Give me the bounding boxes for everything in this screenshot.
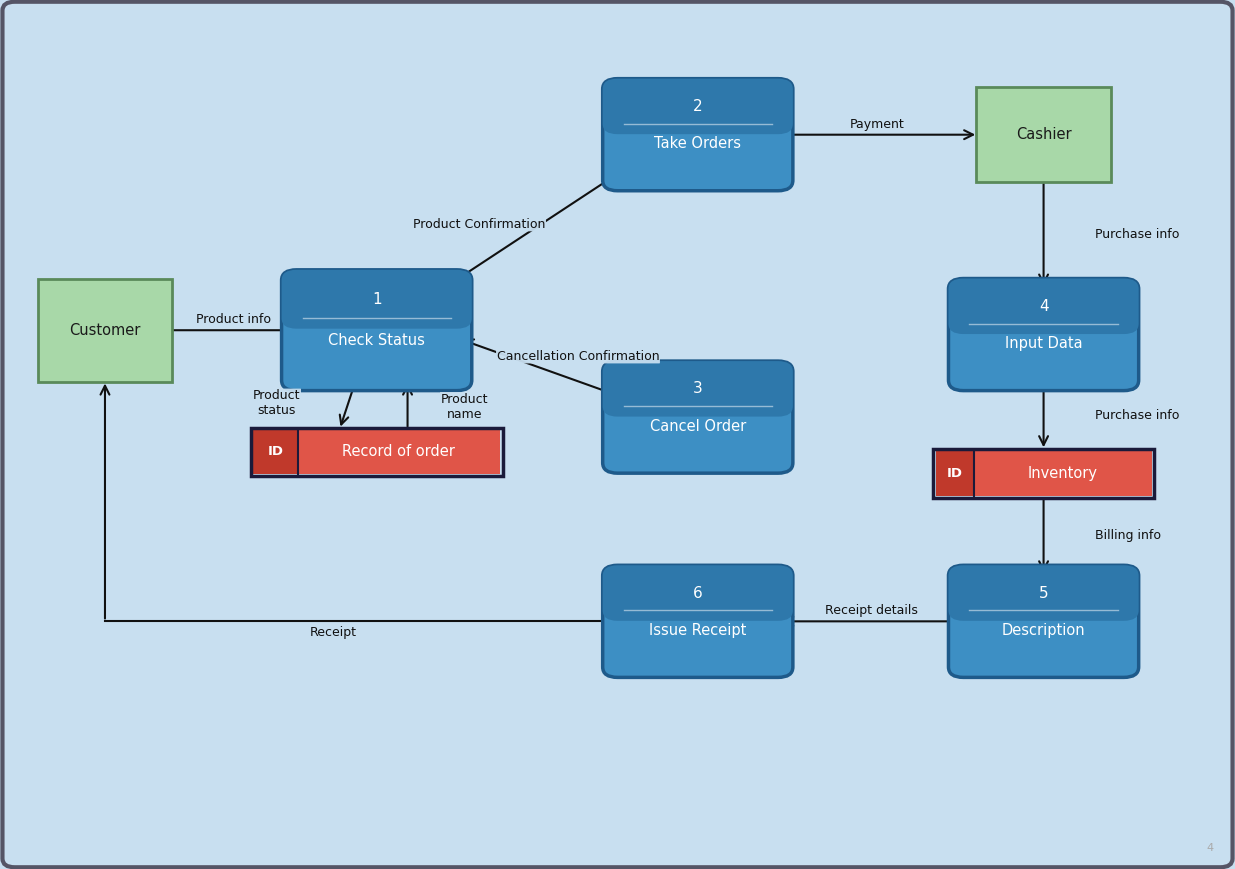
- Text: Product info: Product info: [196, 314, 270, 326]
- Bar: [296, 299, 457, 318]
- Text: Check Status: Check Status: [329, 333, 425, 348]
- Bar: [253, 429, 298, 474]
- FancyBboxPatch shape: [948, 278, 1139, 391]
- Text: 4: 4: [1207, 843, 1214, 853]
- Text: 5: 5: [1039, 586, 1049, 600]
- FancyBboxPatch shape: [976, 88, 1110, 182]
- Text: Purchase info: Purchase info: [1095, 409, 1179, 421]
- Bar: [618, 593, 778, 610]
- Text: ID: ID: [268, 446, 283, 458]
- Bar: [298, 429, 500, 474]
- Bar: [963, 306, 1124, 323]
- Text: Input Data: Input Data: [1005, 336, 1082, 351]
- Text: Product
name: Product name: [441, 393, 488, 421]
- Text: Receipt: Receipt: [310, 627, 357, 639]
- Text: Purchase info: Purchase info: [1095, 229, 1179, 241]
- Text: 1: 1: [372, 292, 382, 307]
- Text: Cashier: Cashier: [1015, 127, 1072, 143]
- FancyBboxPatch shape: [948, 279, 1139, 334]
- FancyBboxPatch shape: [282, 269, 472, 328]
- Bar: [974, 451, 1151, 496]
- Text: 6: 6: [693, 586, 703, 600]
- Bar: [618, 388, 778, 406]
- FancyBboxPatch shape: [603, 566, 793, 620]
- Text: Product Confirmation: Product Confirmation: [412, 218, 546, 230]
- Text: Cancel Order: Cancel Order: [650, 419, 746, 434]
- Text: Payment: Payment: [850, 118, 904, 130]
- Bar: [618, 106, 778, 123]
- Text: Receipt details: Receipt details: [825, 604, 919, 616]
- FancyBboxPatch shape: [948, 566, 1139, 620]
- Text: Product
status: Product status: [253, 389, 300, 417]
- FancyBboxPatch shape: [38, 278, 173, 382]
- Text: Take Orders: Take Orders: [655, 136, 741, 151]
- Bar: [963, 593, 1124, 610]
- Bar: [936, 451, 974, 496]
- Text: ID: ID: [947, 468, 963, 480]
- FancyBboxPatch shape: [948, 566, 1139, 678]
- Bar: [932, 449, 1153, 498]
- FancyBboxPatch shape: [603, 566, 793, 678]
- Text: 4: 4: [1039, 299, 1049, 314]
- Text: Record of order: Record of order: [342, 444, 456, 460]
- Text: 3: 3: [693, 381, 703, 396]
- Text: Description: Description: [1002, 623, 1086, 638]
- FancyBboxPatch shape: [282, 269, 472, 391]
- Bar: [251, 428, 503, 476]
- Text: 2: 2: [693, 99, 703, 114]
- FancyBboxPatch shape: [603, 362, 793, 416]
- FancyBboxPatch shape: [603, 362, 793, 473]
- Text: Customer: Customer: [69, 322, 141, 338]
- FancyBboxPatch shape: [603, 79, 793, 191]
- Text: Inventory: Inventory: [1028, 466, 1098, 481]
- FancyBboxPatch shape: [603, 79, 793, 134]
- Text: Issue Receipt: Issue Receipt: [650, 623, 746, 638]
- Text: Cancellation Confirmation: Cancellation Confirmation: [496, 350, 659, 362]
- Text: Billing info: Billing info: [1095, 529, 1161, 541]
